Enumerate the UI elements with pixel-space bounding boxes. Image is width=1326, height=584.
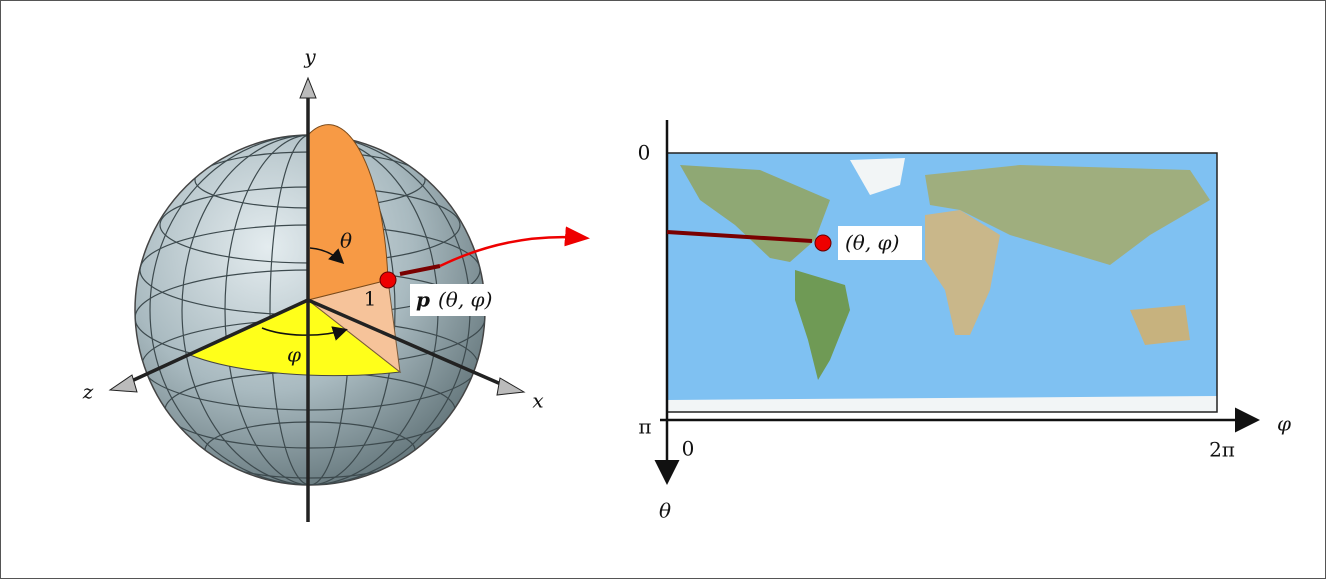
theta-tick: 0 [638,141,651,165]
page: {"sphere": {"axes": {"y": "y", "x": "x",… [0,0,1326,579]
axis-label-y: y [303,45,316,69]
angle-theta: θ [340,229,352,253]
world-map [667,153,1217,412]
map-point [815,235,831,251]
phi-axis-label: φ [1277,412,1291,436]
theta-axis-label: θ [659,499,671,523]
theta-tick: π [638,415,651,439]
phi-tick: 0 [682,437,695,461]
diagram: y x z θ φ 1 p (θ, φ) (θ, φ) 0 π 0 2π φ θ [0,0,1326,579]
axis-label-x: x [532,389,543,413]
phi-tick: 2π [1209,438,1235,462]
map-point-label: (θ, φ) [845,231,899,255]
point-coords: (θ, φ) [438,288,492,312]
point-name: p [416,288,430,312]
angle-phi: φ [287,343,301,367]
axis-label-z: z [82,380,94,404]
radius-label: 1 [364,287,377,311]
